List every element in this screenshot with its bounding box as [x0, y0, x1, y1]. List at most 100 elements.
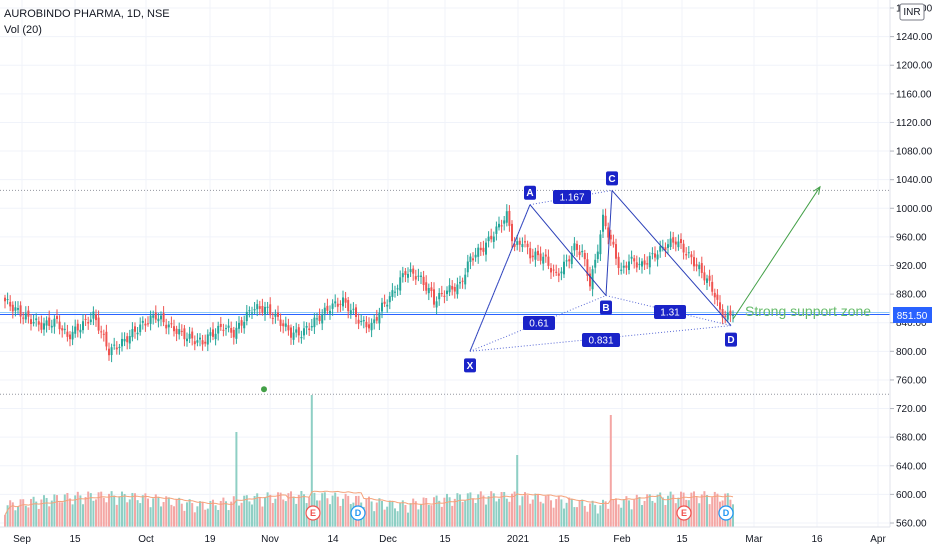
volume-bar [438, 500, 441, 527]
candle-body [100, 331, 103, 333]
x-tick-label: 15 [558, 534, 570, 545]
earnings-marker[interactable]: E [676, 505, 692, 521]
candle-body [451, 285, 454, 290]
candle-body [672, 237, 675, 243]
candle [238, 316, 240, 334]
volume-bar [279, 492, 282, 527]
volume-bar [222, 497, 225, 527]
y-tick-label: 880.00 [896, 290, 927, 301]
volume-bar [329, 504, 331, 527]
candle-body [204, 341, 207, 344]
ratio-label: 1.167 [559, 193, 584, 204]
volume-bar [323, 492, 326, 527]
volume-bar [414, 501, 417, 527]
candle-body [365, 321, 368, 328]
candles [4, 204, 734, 393]
candle-body [446, 290, 448, 295]
candle-body [555, 271, 558, 273]
candle-body [526, 243, 529, 248]
candle-body [113, 344, 116, 346]
candle [552, 264, 555, 277]
earnings-marker[interactable]: E [305, 505, 321, 521]
candle-body [542, 256, 545, 264]
candle-body [240, 320, 243, 326]
volume-bar [706, 495, 708, 527]
volume-bar [321, 493, 324, 527]
volume-bar [79, 495, 82, 527]
pattern-point-d: D [725, 332, 737, 347]
pattern-point-a: A [524, 185, 536, 200]
candle-body [394, 291, 396, 293]
candle-body [284, 323, 287, 327]
candle [258, 300, 261, 316]
candle [672, 231, 675, 249]
candle-body [9, 301, 12, 307]
x-tick-label: Sep [13, 534, 31, 545]
volume-bar [516, 455, 519, 527]
volume-bar [331, 495, 334, 527]
candle [167, 320, 170, 335]
volume-bar [643, 500, 646, 527]
candle-body [378, 312, 381, 324]
candle [396, 284, 399, 296]
volume-bar [459, 494, 461, 527]
volume-bar [485, 504, 487, 527]
candle [248, 306, 251, 318]
candle-body [638, 263, 641, 265]
dividend-marker[interactable]: D [718, 505, 734, 521]
candle-body [448, 285, 451, 293]
candle [440, 285, 443, 297]
candle [596, 244, 599, 263]
candle [654, 246, 656, 262]
volume-bar [435, 495, 438, 527]
candle [466, 254, 469, 278]
candle-body [258, 306, 261, 309]
volume-bar [700, 494, 703, 527]
volume-bar [344, 493, 347, 527]
candle [446, 286, 448, 301]
candle-body [381, 302, 383, 312]
volume-bar [656, 494, 659, 527]
candle-body [469, 256, 472, 262]
candle [225, 324, 227, 336]
volume-bar [466, 493, 469, 527]
candle-body [599, 234, 602, 255]
currency-badge[interactable]: INR [899, 3, 925, 21]
marker-label: E [310, 508, 316, 518]
candle [711, 274, 714, 296]
candle [188, 326, 191, 343]
y-tick-label: 1120.00 [896, 118, 932, 129]
candle [539, 246, 542, 265]
candle-body [58, 321, 61, 330]
volume-bar [277, 492, 279, 527]
dividend-marker[interactable]: D [350, 505, 366, 521]
candle [646, 256, 649, 269]
candle [547, 249, 550, 270]
volume-bar [391, 501, 394, 527]
volume-bar [498, 498, 500, 527]
volume-bar [19, 499, 22, 527]
x-tick-label: Nov [261, 534, 279, 545]
candle [365, 316, 368, 334]
candle [37, 316, 40, 332]
last-price-label: 851.50 [897, 311, 928, 322]
candle [282, 319, 285, 334]
candle [105, 324, 108, 351]
volume-bar [537, 494, 539, 527]
indicator-label[interactable]: Vol (20) [4, 24, 42, 36]
volume-bar [534, 493, 537, 527]
candle-body [711, 281, 714, 292]
candle-body [667, 244, 669, 248]
symbol-title[interactable]: AUROBINDO PHARMA, 1D, NSE [4, 8, 170, 20]
candle [76, 319, 79, 338]
volume-bar [503, 491, 506, 527]
candle-body [105, 331, 108, 347]
volume-bar [256, 493, 259, 527]
volume-bar [456, 493, 459, 527]
candle-body [63, 328, 66, 330]
pattern-point-b: B [600, 300, 612, 315]
candle-body [217, 325, 220, 334]
candle-body [628, 261, 630, 271]
volume-bar [521, 496, 524, 527]
